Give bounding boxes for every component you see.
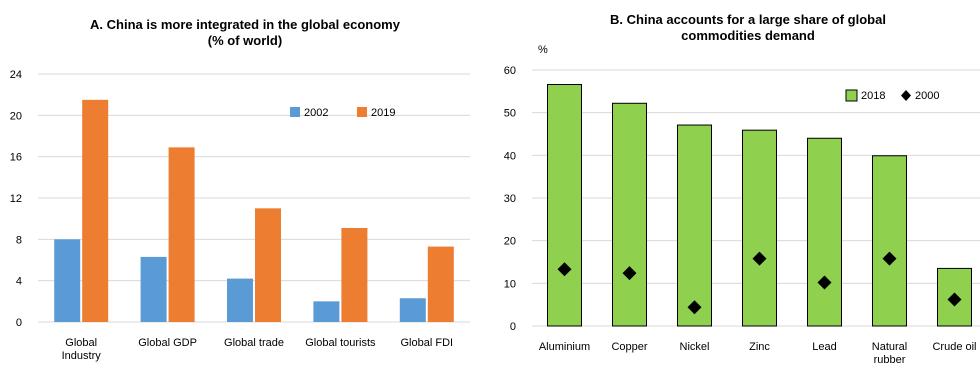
chart-b-subtitle: commodities demand <box>681 28 815 43</box>
marker-2000 <box>622 266 637 281</box>
chart-a-y-tick: 8 <box>16 234 22 246</box>
chart-a: A. China is more integrated in the globa… <box>10 17 470 362</box>
bar-2002 <box>399 298 426 322</box>
marker-2000 <box>687 300 702 315</box>
chart-b-y-tick: 40 <box>504 150 516 162</box>
legend-label-2002: 2002 <box>304 107 328 119</box>
chart-a-y-tick: 12 <box>10 193 22 205</box>
bar-2002 <box>140 256 167 322</box>
chart-a-category-label: Global GDP <box>138 337 197 349</box>
chart-b-unit: % <box>538 44 548 56</box>
chart-b-category-label: Lead <box>812 341 836 353</box>
bar-2019 <box>168 147 195 322</box>
chart-b: B. China accounts for a large share of g… <box>504 12 980 366</box>
chart-b-y-tick: 30 <box>504 193 516 205</box>
chart-b-y-tick: 60 <box>504 65 516 77</box>
bar-2018 <box>807 137 842 327</box>
bar-2019 <box>82 99 109 322</box>
marker-2000 <box>947 292 962 307</box>
bar-2018 <box>547 84 582 327</box>
bar-2018 <box>742 129 777 327</box>
chart-b-y-tick: 0 <box>510 321 516 333</box>
chart-b-y-tick: 20 <box>504 236 516 248</box>
bar-2018 <box>612 102 647 327</box>
chart-b-category-label: rubber <box>874 354 906 366</box>
chart-a-title: A. China is more integrated in the globa… <box>90 17 401 32</box>
chart-a-category-label: Industry <box>62 350 102 362</box>
legend-label-2000: 2000 <box>915 90 939 102</box>
chart-b-title: B. China accounts for a large share of g… <box>610 12 886 27</box>
bar-2002 <box>227 278 253 322</box>
chart-a-category-label: Global FDI <box>401 337 454 349</box>
chart-b-category-label: Crude oil <box>932 341 976 353</box>
chart-b-category-label: Aluminium <box>539 341 590 353</box>
marker-2000 <box>752 251 767 266</box>
chart-b-y-tick: 10 <box>504 278 516 290</box>
legend-swatch-2019 <box>357 107 367 117</box>
chart-a-category-label: Global <box>65 337 97 349</box>
chart-b-category-label: Natural <box>872 341 907 353</box>
bar-2002 <box>54 239 81 322</box>
marker-2000 <box>817 275 832 290</box>
chart-b-category-label: Nickel <box>680 341 710 353</box>
legend-marker-2000 <box>901 90 911 101</box>
legend-label-2019: 2019 <box>371 107 395 119</box>
chart-b-y-tick: 50 <box>504 108 516 120</box>
marker-2000 <box>882 251 897 266</box>
bar-2019 <box>427 246 454 322</box>
chart-a-y-tick: 20 <box>10 110 22 122</box>
chart-a-y-tick: 4 <box>16 276 22 288</box>
bar-2002 <box>313 301 340 322</box>
chart-a-category-label: Global trade <box>224 337 284 349</box>
bar-2019 <box>341 227 368 322</box>
bar-2019 <box>255 208 281 322</box>
chart-a-y-tick: 24 <box>10 69 22 81</box>
chart-b-category-label: Zinc <box>749 341 770 353</box>
legend-swatch-2018 <box>845 89 858 102</box>
chart-b-category-label: Copper <box>611 341 647 353</box>
chart-a-subtitle: (% of world) <box>208 33 282 48</box>
chart-a-y-tick: 16 <box>10 152 22 164</box>
marker-2000 <box>557 262 572 277</box>
legend-swatch-2002 <box>290 107 300 117</box>
bar-2018 <box>872 155 907 327</box>
chart-a-y-tick: 0 <box>16 317 22 329</box>
chart-a-category-label: Global tourists <box>305 337 376 349</box>
legend-label-2018: 2018 <box>861 90 885 102</box>
bar-2018 <box>677 124 712 327</box>
